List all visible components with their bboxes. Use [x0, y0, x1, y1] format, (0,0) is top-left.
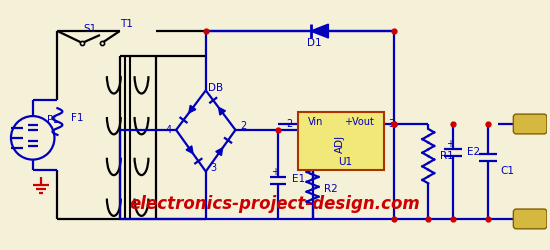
- Text: R1: R1: [440, 151, 454, 161]
- Text: Com: Com: [519, 214, 541, 224]
- Text: PL: PL: [47, 115, 58, 125]
- Polygon shape: [186, 146, 193, 154]
- Text: ADJ: ADJ: [336, 135, 345, 153]
- Text: +: +: [271, 168, 279, 177]
- Text: 3: 3: [211, 162, 217, 172]
- Text: E1: E1: [292, 174, 305, 184]
- Text: T1: T1: [120, 19, 133, 29]
- Text: +: +: [446, 139, 454, 149]
- Polygon shape: [189, 105, 196, 113]
- Text: F1: F1: [72, 113, 84, 123]
- Text: U1: U1: [338, 156, 352, 166]
- Text: C1: C1: [500, 166, 514, 176]
- Text: 2: 2: [240, 121, 246, 131]
- Text: 2: 2: [287, 119, 293, 129]
- Text: S1: S1: [84, 24, 97, 34]
- Text: 3: 3: [389, 119, 395, 129]
- FancyBboxPatch shape: [513, 114, 547, 134]
- Text: electronics-project-design.com: electronics-project-design.com: [130, 195, 420, 213]
- Text: D1: D1: [307, 38, 322, 48]
- Text: DB: DB: [208, 84, 223, 94]
- Polygon shape: [216, 148, 223, 156]
- Polygon shape: [218, 108, 226, 115]
- Text: Vin: Vin: [307, 117, 323, 127]
- Polygon shape: [311, 24, 328, 38]
- Text: +V: +V: [522, 119, 538, 129]
- Text: +Vout: +Vout: [344, 117, 374, 127]
- Bar: [298, 112, 384, 170]
- Text: R2: R2: [324, 184, 338, 194]
- Text: E2: E2: [467, 147, 480, 157]
- FancyBboxPatch shape: [513, 209, 547, 229]
- Text: -: -: [309, 170, 312, 179]
- Text: 4: 4: [165, 125, 171, 135]
